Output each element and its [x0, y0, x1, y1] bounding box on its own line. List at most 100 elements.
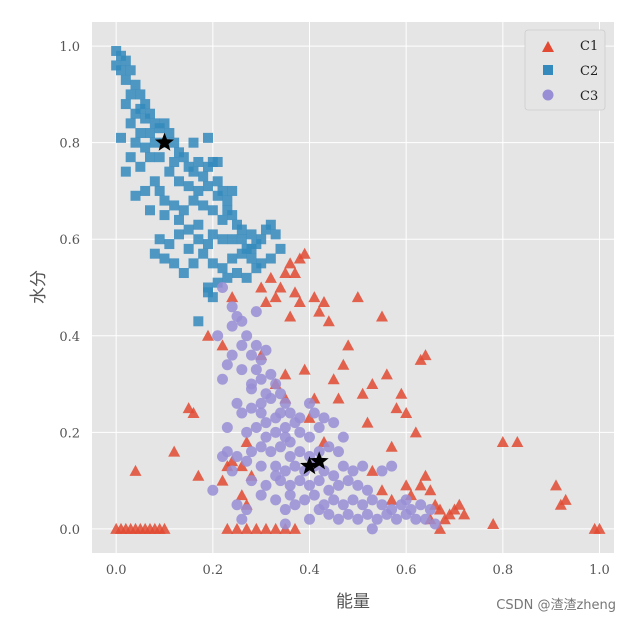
- point-c1: [351, 291, 364, 303]
- plot-area: [92, 22, 614, 553]
- point-c3: [386, 460, 398, 472]
- point-c3: [376, 465, 388, 477]
- point-c2: [140, 99, 151, 110]
- point-c3: [270, 426, 282, 438]
- y-tick-label: 0.2: [59, 426, 80, 441]
- point-c3: [328, 494, 340, 506]
- point-c1: [414, 479, 427, 491]
- point-c2: [120, 166, 131, 177]
- point-c2: [140, 185, 151, 196]
- point-c3: [255, 489, 267, 501]
- point-c1: [400, 479, 413, 491]
- point-c3: [279, 465, 291, 477]
- point-c2: [159, 253, 170, 264]
- point-c3: [260, 344, 272, 356]
- point-c3: [357, 499, 369, 511]
- point-c3: [270, 470, 282, 482]
- point-c2: [125, 65, 136, 76]
- point-c2: [130, 79, 141, 90]
- point-c3: [284, 489, 296, 501]
- point-c2: [188, 258, 199, 269]
- point-c3: [236, 364, 248, 376]
- legend-label-c2: C2: [580, 64, 598, 79]
- x-tick-label: 0.6: [396, 563, 417, 578]
- point-c3: [424, 504, 436, 516]
- point-c3: [333, 446, 344, 458]
- point-c1: [366, 378, 379, 390]
- point-c1: [264, 271, 277, 283]
- point-c2: [178, 268, 189, 279]
- x-tick-label: 0.4: [299, 563, 320, 578]
- point-c3: [318, 465, 330, 477]
- point-c2: [169, 137, 180, 148]
- point-c1: [269, 291, 282, 303]
- point-c3: [279, 397, 291, 409]
- point-c1: [385, 493, 398, 505]
- point-c2: [198, 200, 209, 211]
- point-c2: [246, 253, 257, 264]
- point-c3: [323, 441, 335, 453]
- point-c3: [246, 349, 257, 361]
- point-c2: [217, 214, 228, 225]
- point-c2: [212, 277, 223, 288]
- legend-label-c3: C3: [580, 89, 598, 104]
- point-c1: [327, 373, 340, 385]
- point-c2: [183, 243, 194, 254]
- point-c1: [342, 339, 355, 351]
- point-c1: [202, 329, 214, 341]
- point-c2: [207, 229, 218, 240]
- point-c3: [255, 373, 267, 385]
- point-c3: [304, 431, 315, 443]
- point-c3: [313, 421, 325, 433]
- point-c2: [193, 185, 204, 196]
- point-c3: [342, 508, 354, 520]
- point-c2: [193, 316, 204, 327]
- x-axis-ticks: 0.0 0.2 0.4 0.6 0.8 1.0: [106, 563, 610, 578]
- point-c3: [342, 475, 354, 487]
- point-c2: [203, 239, 213, 250]
- point-c1: [308, 291, 321, 303]
- point-c1: [289, 522, 301, 534]
- point-c2: [130, 190, 141, 201]
- point-c1: [550, 479, 562, 491]
- point-c3: [246, 378, 257, 390]
- point-c2: [120, 55, 131, 66]
- point-c2: [149, 176, 160, 187]
- point-c2: [125, 89, 136, 100]
- point-c1: [192, 469, 205, 481]
- point-c2: [265, 253, 276, 264]
- point-c3: [352, 479, 364, 491]
- point-c1: [168, 445, 181, 457]
- point-c3: [246, 475, 257, 487]
- legend-label-c1: C1: [580, 39, 598, 54]
- point-c2: [140, 142, 151, 153]
- point-c3: [241, 330, 253, 342]
- point-c1: [318, 295, 330, 307]
- point-c3: [250, 364, 262, 376]
- point-c3: [217, 282, 228, 293]
- point-c3: [294, 475, 306, 487]
- point-c3: [337, 431, 349, 443]
- point-c3: [270, 460, 282, 472]
- point-c3: [212, 330, 224, 342]
- point-c2: [145, 152, 155, 163]
- point-c3: [255, 407, 267, 419]
- point-c1: [293, 295, 306, 307]
- point-c3: [415, 499, 427, 511]
- point-c3: [255, 441, 267, 453]
- point-c3: [357, 460, 369, 472]
- point-c2: [246, 229, 257, 240]
- point-c2: [227, 185, 238, 196]
- point-c3: [294, 412, 306, 424]
- point-c1: [226, 455, 239, 467]
- point-c2: [145, 128, 155, 139]
- point-c1: [332, 392, 345, 404]
- point-c3: [362, 508, 373, 520]
- point-c2: [135, 128, 146, 139]
- point-c1: [274, 281, 287, 293]
- point-c1: [385, 440, 398, 452]
- point-c3: [376, 499, 388, 511]
- point-c2: [154, 234, 165, 245]
- point-c1: [434, 522, 446, 534]
- point-c2: [236, 224, 247, 235]
